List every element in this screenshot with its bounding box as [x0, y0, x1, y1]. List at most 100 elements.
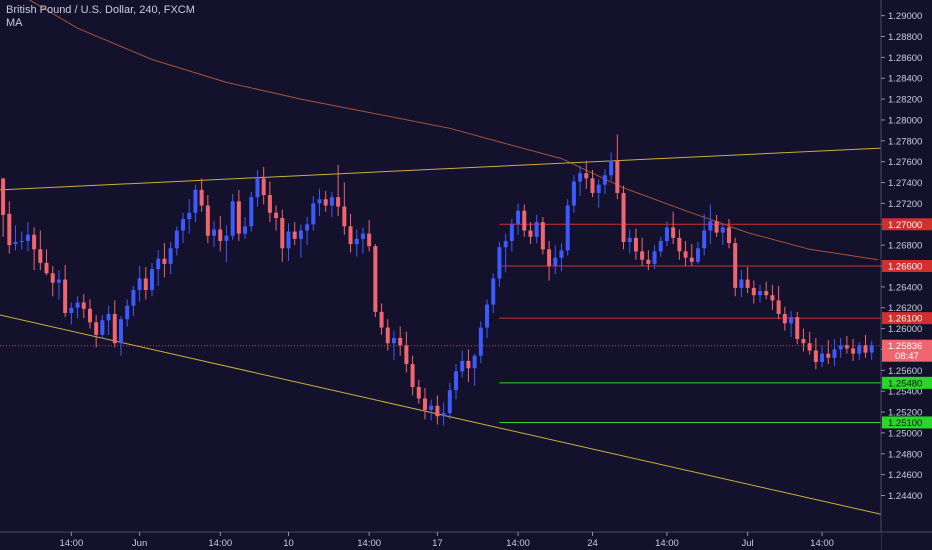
resistance-level-tag[interactable]: [882, 260, 932, 272]
candle-body: [751, 287, 756, 296]
resistance-level-label: 1.26600: [888, 262, 922, 273]
candle-body: [112, 313, 117, 344]
candle-body: [131, 289, 136, 306]
price-tick-label: 1.28200: [888, 95, 922, 106]
trendline-1[interactable]: [0, 147, 882, 191]
candle-body: [385, 327, 390, 344]
candle-body: [540, 222, 545, 250]
price-tick-label: 1.28800: [888, 32, 922, 43]
candle-body: [627, 237, 632, 243]
candle-body: [863, 345, 868, 353]
current-price-tag[interactable]: [882, 339, 932, 362]
candle-body: [602, 175, 607, 185]
time-tick-label: 14:00: [59, 538, 83, 549]
candle-body: [714, 221, 719, 233]
support-level-label: 1.25100: [888, 418, 922, 429]
candle-body: [373, 246, 378, 312]
price-tick-label: 1.25400: [888, 387, 922, 398]
price-tick-label: 1.25600: [888, 366, 922, 377]
candle-body: [379, 311, 384, 328]
time-tick-label: 14:00: [506, 538, 530, 549]
plot-area[interactable]: [0, 0, 882, 515]
symbol-title[interactable]: British Pound / U.S. Dollar, 240, FXCM: [6, 4, 195, 16]
candle-body: [267, 195, 272, 213]
candle-body: [305, 224, 310, 231]
resistance-level-tag[interactable]: [882, 218, 932, 231]
candle-body: [249, 197, 254, 227]
price-tick-label: 1.27600: [888, 157, 922, 168]
ma-indicator-label[interactable]: MA: [6, 17, 23, 29]
candle-body: [534, 222, 539, 237]
candle-body: [137, 278, 142, 290]
candle-body: [553, 257, 558, 266]
price-tick-label: 1.24600: [888, 470, 922, 481]
candle-body: [150, 269, 155, 290]
candle-body: [764, 291, 769, 296]
price-tick-label: 1.24800: [888, 449, 922, 460]
candle-body: [367, 233, 372, 247]
candle-body: [156, 258, 161, 270]
candle-body: [652, 251, 657, 264]
candle-body: [584, 173, 589, 179]
time-axis-background: [0, 532, 881, 550]
candle-body: [230, 201, 235, 236]
candle-body: [38, 249, 43, 263]
candle-body: [708, 221, 713, 231]
resistance-level-tag[interactable]: [882, 312, 932, 325]
candle-body: [410, 364, 415, 388]
trendline-2[interactable]: [0, 314, 882, 515]
candle-body: [236, 201, 241, 234]
candle-body: [795, 317, 800, 340]
candle-body: [63, 279, 68, 313]
candle-body: [360, 233, 365, 239]
candle-body: [497, 247, 502, 279]
moving-average-line: [28, 0, 878, 261]
price-axis[interactable]: 1.29000 1.28800 1.28600 1.28400 1.28200 1.280…: [880, 0, 932, 550]
time-axis[interactable]: 14:00 Jun 14:00 10 14:00 17 14:00 24 14:00 Jul 14:…: [0, 531, 932, 550]
candle-body: [857, 345, 862, 354]
support-level-label: 1.25480: [888, 378, 922, 389]
candle-body: [801, 339, 806, 344]
candle-body: [695, 248, 700, 262]
price-tick-label: 1.27400: [888, 178, 922, 189]
price-tick-label: 1.26800: [888, 241, 922, 252]
candle-body: [869, 345, 874, 353]
bar-countdown-label: 08:47: [895, 351, 919, 362]
candle-body: [348, 226, 353, 245]
candle-body: [615, 160, 620, 193]
candle-body: [205, 205, 210, 236]
candle-body: [336, 197, 341, 207]
candle-body: [646, 259, 651, 264]
candle-body: [547, 249, 552, 266]
candle-body: [224, 235, 229, 241]
candle-body: [218, 229, 223, 241]
candle-body: [671, 227, 676, 238]
candle-body: [447, 390, 452, 414]
support-level-tag[interactable]: [882, 416, 932, 429]
price-tick-label: 1.26400: [888, 282, 922, 293]
candle-body: [100, 320, 105, 335]
candle-body: [162, 258, 167, 264]
candle-body: [280, 218, 285, 249]
candle-body: [640, 251, 645, 260]
candle-body: [491, 278, 496, 305]
candle-body: [758, 291, 763, 296]
candle-body: [94, 322, 99, 335]
support-level-tag[interactable]: [882, 376, 932, 389]
candle-body: [820, 353, 825, 362]
price-tick-label: 1.28000: [888, 115, 922, 126]
price-tick-label: 1.28400: [888, 74, 922, 85]
price-tick-label: 1.27800: [888, 136, 922, 147]
candle-body: [323, 199, 328, 206]
resistance-level-label: 1.26100: [888, 314, 922, 325]
time-tick-label: 24: [587, 538, 598, 549]
candle-body: [807, 343, 812, 351]
candle-body: [342, 206, 347, 227]
candle-body: [733, 243, 738, 288]
candle-body: [621, 192, 626, 243]
candle-body: [633, 237, 638, 252]
candle-body: [44, 262, 49, 274]
price-tick-label: 1.28600: [888, 53, 922, 64]
candle-body: [255, 178, 260, 198]
